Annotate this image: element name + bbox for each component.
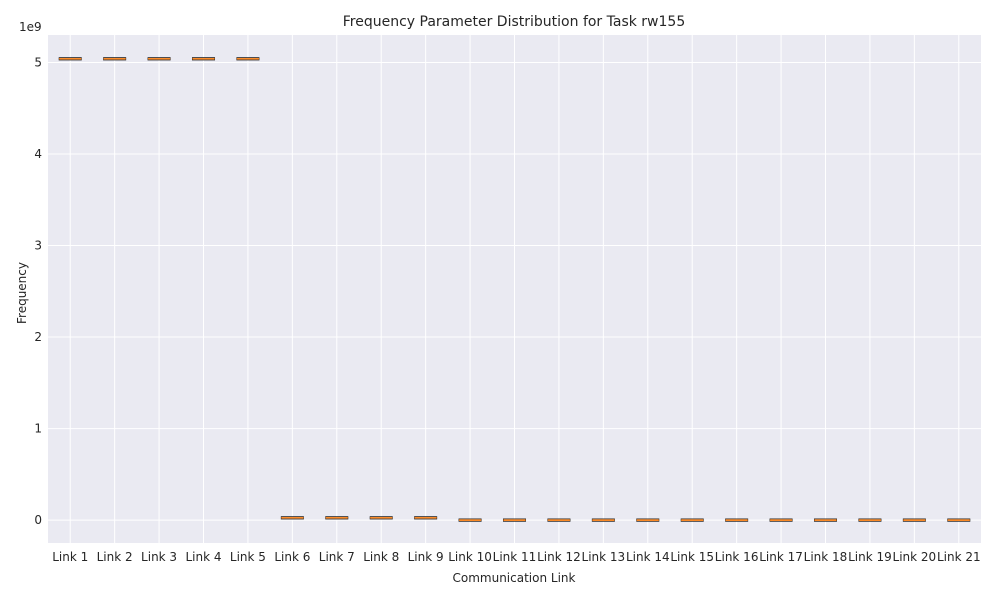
y-axis-label: Frequency [15,262,29,324]
x-tick-labels: Link 1 Link 2 Link 3 Link 4 Link 5 Link 6 Link… [52,550,980,564]
x-tick-label: Link 1 [52,550,88,564]
y-tick-label: 4 [34,147,42,161]
x-tick-label: Link 10 [448,550,492,564]
x-tick-label: Link 16 [715,550,759,564]
y-tick-label: 1 [34,422,42,436]
chart-title: Frequency Parameter Distribution for Tas… [343,14,685,30]
x-tick-label: Link 4 [185,550,221,564]
y-tick-label: 5 [34,55,42,69]
y-tick-labels: 0 1 2 3 4 5 [34,55,42,527]
y-tick-label: 2 [34,330,42,344]
x-tick-label: Link 7 [319,550,355,564]
x-tick-label: Link 9 [408,550,444,564]
x-tick-label: Link 20 [893,550,937,564]
x-tick-label: Link 11 [493,550,537,564]
x-tick-label: Link 5 [230,550,266,564]
marks-layer [58,57,971,522]
x-tick-label: Link 6 [274,550,310,564]
y-tick-label: 3 [34,239,42,253]
x-tick-label: Link 21 [937,550,981,564]
x-tick-label: Link 17 [759,550,803,564]
x-tick-label: Link 3 [141,550,177,564]
x-tick-label: Link 2 [97,550,133,564]
x-tick-label: Link 14 [626,550,670,564]
grid-layer [48,35,981,543]
y-exponent-label: 1e9 [19,20,42,34]
x-tick-label: Link 12 [537,550,581,564]
x-axis-label: Communication Link [453,571,576,585]
x-tick-label: Link 13 [582,550,626,564]
x-tick-label: Link 8 [363,550,399,564]
x-tick-label: Link 15 [670,550,714,564]
x-tick-label: Link 19 [848,550,892,564]
x-tick-label: Link 18 [804,550,848,564]
y-tick-label: 0 [34,513,42,527]
